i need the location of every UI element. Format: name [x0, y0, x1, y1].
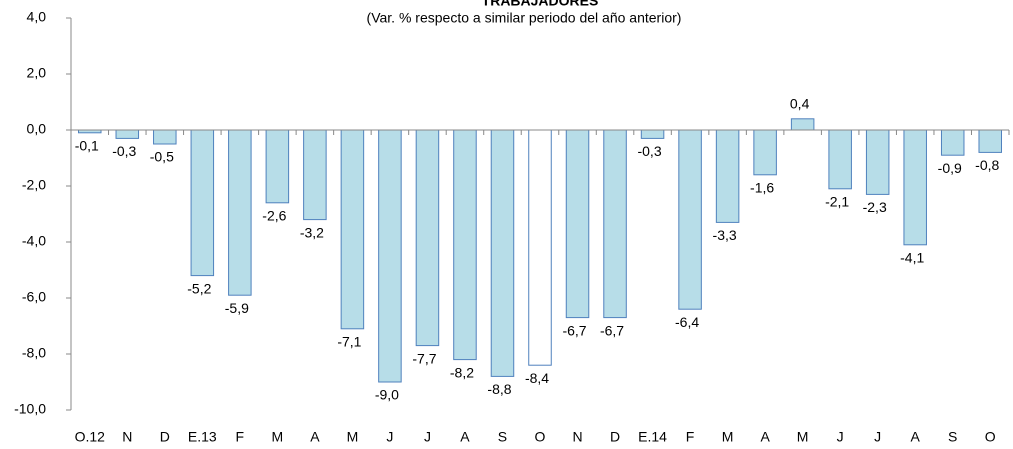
x-tick-label: E.14	[638, 429, 667, 445]
value-label: -1,6	[750, 180, 774, 196]
x-tick-label: N	[122, 429, 132, 445]
x-tick-label: M	[722, 429, 734, 445]
bar	[153, 129, 177, 145]
x-tick-label: O	[985, 429, 996, 445]
bar	[340, 129, 365, 330]
value-label: -2,6	[262, 208, 286, 224]
x-tick-label: S	[498, 429, 507, 445]
x-tick-label: A	[911, 429, 921, 445]
value-label: -8,8	[487, 381, 511, 397]
value-label: -8,4	[525, 370, 549, 386]
bar	[790, 118, 815, 131]
value-label: -7,1	[337, 334, 361, 350]
bar	[490, 129, 515, 377]
value-label: -0,5	[150, 149, 174, 165]
value-label: -0,3	[112, 143, 136, 159]
y-tick-label: 2,0	[27, 65, 47, 81]
y-tick-label: 4,0	[27, 9, 47, 25]
value-label: -2,1	[825, 194, 849, 210]
x-tick-label: J	[386, 429, 393, 445]
value-label: -3,2	[300, 224, 324, 240]
x-tick-label: A	[310, 429, 320, 445]
x-tick-label: D	[610, 429, 620, 445]
x-tick-label: O.12	[75, 429, 106, 445]
x-tick-label: S	[948, 429, 957, 445]
x-tick-label: D	[160, 429, 170, 445]
value-label: -6,7	[562, 322, 586, 338]
bar	[565, 129, 590, 319]
value-label: 0,4	[790, 96, 810, 112]
x-tick-label: J	[837, 429, 844, 445]
x-tick-label: J	[874, 429, 881, 445]
bar	[378, 129, 402, 383]
x-tick-label: F	[236, 429, 245, 445]
value-label: -6,4	[675, 314, 699, 330]
bar	[903, 129, 927, 246]
x-tick-label: O	[535, 429, 546, 445]
bar	[190, 129, 215, 277]
bar	[753, 129, 777, 176]
value-label: -0,9	[938, 160, 962, 176]
x-tick-label: M	[797, 429, 809, 445]
bar	[940, 129, 965, 156]
y-tick-label: -4,0	[22, 233, 46, 249]
bar	[453, 129, 477, 361]
x-tick-label: N	[572, 429, 582, 445]
value-label: -0,3	[637, 143, 661, 159]
x-tick-label: M	[272, 429, 284, 445]
bar	[265, 129, 290, 204]
value-label: -4,1	[900, 250, 924, 266]
bar	[415, 129, 440, 347]
chart-title: TRABAJADORES	[482, 0, 599, 9]
bar	[528, 129, 552, 366]
value-label: -3,3	[713, 227, 737, 243]
x-tick-label: M	[347, 429, 359, 445]
value-label: -6,7	[600, 322, 624, 338]
chart-subtitle: (Var. % respecto a similar periodo del a…	[367, 10, 682, 26]
x-tick-label: J	[424, 429, 431, 445]
bar	[828, 129, 852, 190]
bar	[678, 129, 702, 310]
x-tick-label: A	[760, 429, 770, 445]
x-tick-label: E.13	[188, 429, 217, 445]
value-label: -0,8	[975, 157, 999, 173]
x-tick-label: A	[460, 429, 470, 445]
bar	[978, 129, 1002, 153]
y-tick-label: -10,0	[14, 401, 46, 417]
value-label: -8,2	[450, 364, 474, 380]
y-tick-label: 0,0	[27, 121, 47, 137]
value-label: -2,3	[863, 199, 887, 215]
y-tick-label: -2,0	[22, 177, 46, 193]
bar	[865, 129, 890, 195]
bar	[115, 129, 140, 139]
bar	[640, 129, 665, 139]
value-label: -9,0	[375, 387, 399, 403]
bar	[228, 129, 252, 296]
value-label: -0,1	[75, 138, 99, 154]
y-tick-label: -6,0	[22, 289, 46, 305]
value-label: -7,7	[412, 350, 436, 366]
value-label: -5,2	[187, 280, 211, 296]
bar	[603, 129, 627, 319]
bar	[715, 129, 740, 223]
x-tick-label: F	[686, 429, 695, 445]
value-label: -5,9	[225, 300, 249, 316]
bar	[303, 129, 327, 221]
y-tick-label: -8,0	[22, 345, 46, 361]
